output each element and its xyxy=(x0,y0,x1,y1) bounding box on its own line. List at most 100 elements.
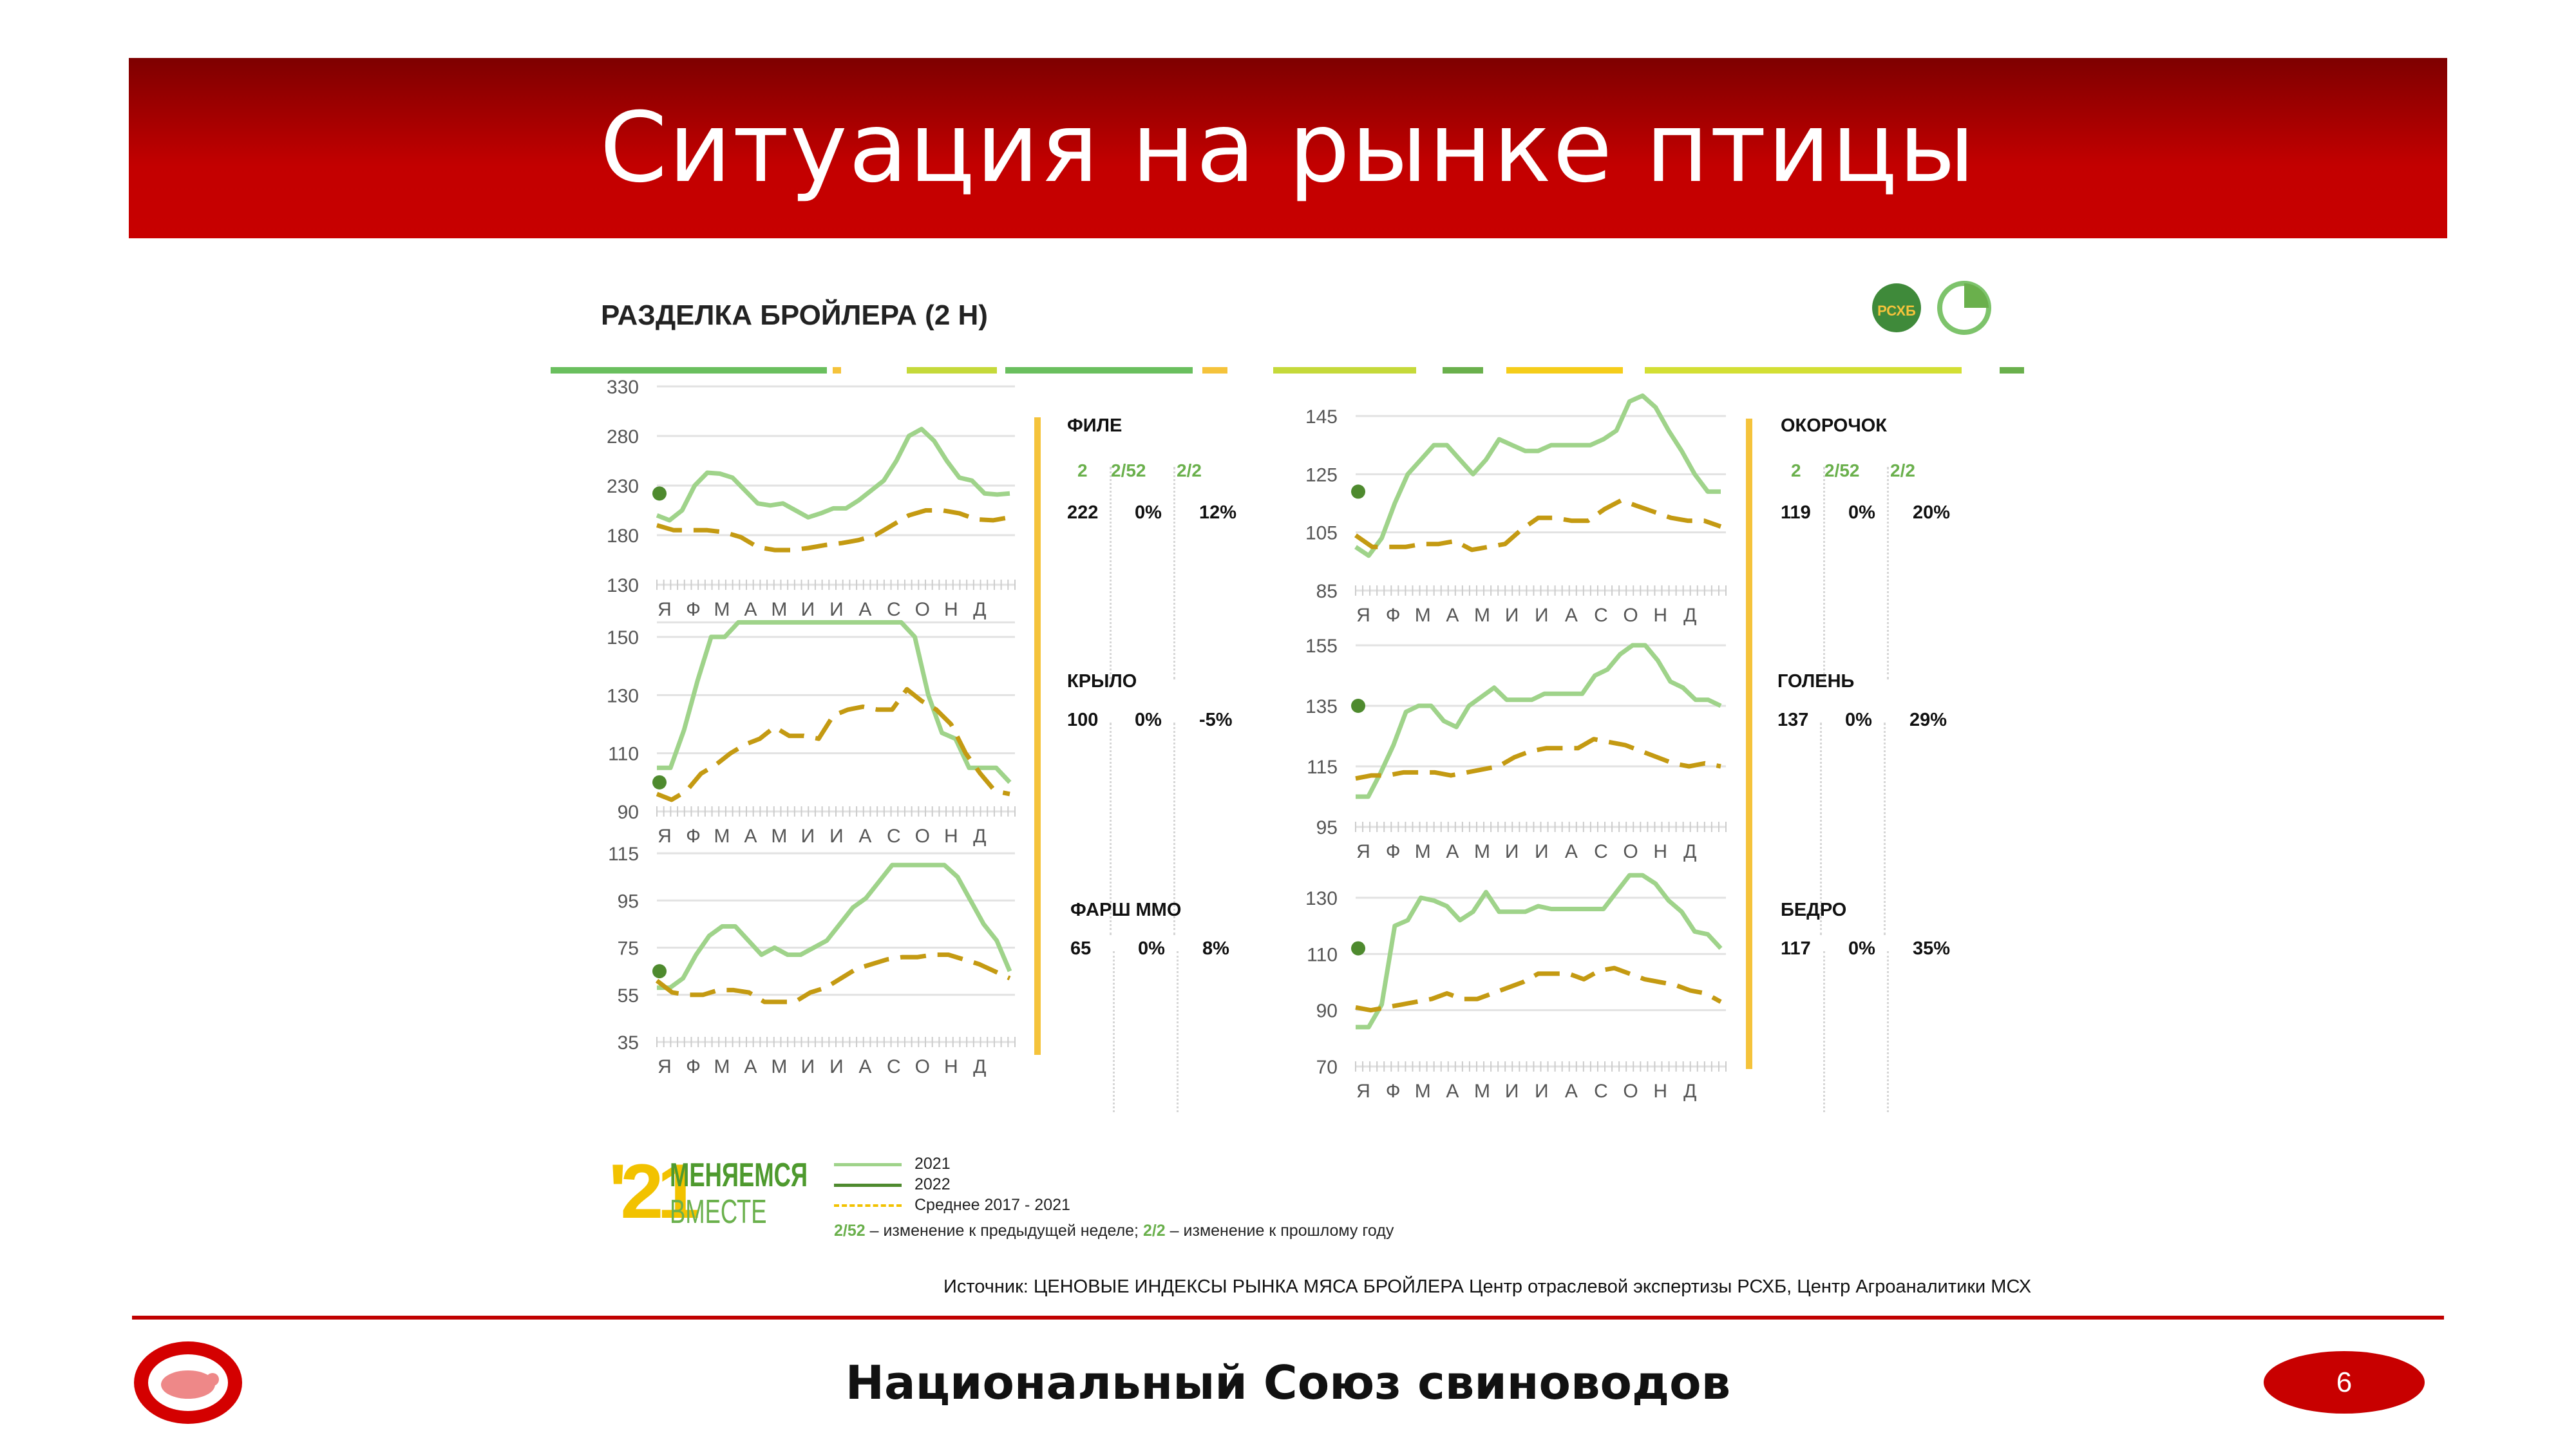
column-separator xyxy=(1110,723,1112,935)
month-label: Д xyxy=(1683,605,1696,626)
column-separator xyxy=(1820,723,1822,935)
month-label: Я xyxy=(1356,841,1370,862)
y-tick-label: 130 xyxy=(1305,888,1338,909)
month-label: А xyxy=(1446,605,1459,626)
yearly-change: 8% xyxy=(1202,938,1229,959)
decor-bar xyxy=(1273,367,1416,374)
month-label: А xyxy=(744,1056,757,1077)
y-tick-label: 75 xyxy=(618,938,639,960)
month-label: С xyxy=(1594,605,1608,626)
legend-line-2021 xyxy=(834,1163,902,1166)
month-label: И xyxy=(1505,1081,1519,1102)
weekly-change: 0% xyxy=(1135,710,1162,730)
line-2021 xyxy=(656,426,1010,523)
weekly-change: 0% xyxy=(1848,938,1875,959)
decor-bar xyxy=(907,367,997,374)
y-tick-label: 110 xyxy=(1307,944,1338,965)
month-label: Ф xyxy=(686,826,701,847)
month-label: И xyxy=(829,826,844,847)
month-label: Д xyxy=(1683,1081,1696,1102)
line-2021 xyxy=(657,620,1012,784)
month-label: Н xyxy=(944,1056,958,1077)
decor-bar xyxy=(1506,367,1623,374)
note-b: 2/2 xyxy=(1142,1222,1166,1240)
product-title: КРЫЛО xyxy=(1067,671,1137,692)
month-label: Н xyxy=(1653,841,1667,862)
column-header: 2/2 xyxy=(1890,460,1915,480)
current-price: 117 xyxy=(1781,938,1811,959)
point-2022 xyxy=(652,486,667,501)
month-label: С xyxy=(887,599,901,620)
month-label: А xyxy=(858,826,871,847)
month-label: Ф xyxy=(1386,841,1401,862)
y-tick-label: 230 xyxy=(607,476,639,497)
y-tick-label: 155 xyxy=(1305,636,1338,657)
yearly-change: 35% xyxy=(1913,938,1951,959)
month-label: Н xyxy=(944,599,958,620)
y-tick-label: 115 xyxy=(608,844,639,865)
y-tick-label: 125 xyxy=(1305,464,1338,486)
month-label: И xyxy=(801,1056,815,1077)
y-tick-label: 280 xyxy=(607,426,639,448)
month-label: М xyxy=(1415,841,1431,862)
month-label: М xyxy=(1474,1081,1490,1102)
product-title: БЕДРО xyxy=(1781,900,1847,920)
month-label: Ф xyxy=(1386,605,1401,626)
decor-bar xyxy=(2000,367,2024,374)
month-label: М xyxy=(1474,605,1490,626)
column-separator xyxy=(1887,467,1889,679)
month-label: Д xyxy=(973,599,986,620)
nss-logo-icon xyxy=(132,1340,245,1430)
divider-left xyxy=(1034,417,1041,1055)
month-label: Н xyxy=(944,826,958,847)
product-title: ФАРШ ММО xyxy=(1070,900,1182,920)
month-label: М xyxy=(1415,1081,1431,1102)
month-label: А xyxy=(744,826,757,847)
month-label: Н xyxy=(1653,1081,1667,1102)
y-tick-label: 180 xyxy=(607,526,639,547)
product-title: ФИЛЕ xyxy=(1067,415,1122,436)
brand-line1: МЕНЯЕМСЯ xyxy=(670,1157,808,1194)
month-label: И xyxy=(801,826,815,847)
month-label: И xyxy=(829,599,844,620)
month-label: Я xyxy=(1356,1081,1370,1102)
line-average xyxy=(1355,965,1722,1013)
weekly-change: 0% xyxy=(1138,938,1165,959)
divider-right xyxy=(1746,419,1752,1069)
line-average xyxy=(1355,737,1721,781)
month-label: И xyxy=(829,1056,844,1077)
month-label: М xyxy=(1415,605,1431,626)
point-2022 xyxy=(652,964,667,979)
month-label: И xyxy=(1535,841,1549,862)
point-2022 xyxy=(1351,941,1365,956)
column-separator xyxy=(1884,723,1886,935)
point-2022 xyxy=(1351,484,1365,499)
y-tick-label: 145 xyxy=(1305,406,1338,428)
month-label: С xyxy=(887,826,901,847)
y-tick-label: 85 xyxy=(1316,581,1338,602)
month-label: М xyxy=(714,1056,730,1077)
month-label: М xyxy=(771,1056,787,1077)
column-separator xyxy=(1823,951,1825,1112)
column-header: 2 xyxy=(1791,460,1801,480)
month-label: А xyxy=(858,1056,871,1077)
month-label: С xyxy=(1594,841,1608,862)
y-tick-label: 110 xyxy=(608,744,639,765)
y-tick-label: 90 xyxy=(1316,1001,1338,1022)
y-tick-label: 135 xyxy=(1305,696,1338,717)
month-label: Я xyxy=(658,1056,672,1077)
line-average xyxy=(1354,498,1722,553)
decor-bar xyxy=(833,367,841,374)
line-average xyxy=(656,687,1010,802)
decor-bar xyxy=(1005,367,1193,374)
month-label: И xyxy=(1535,1081,1549,1102)
point-2022 xyxy=(652,775,667,790)
y-tick-label: 95 xyxy=(1316,817,1338,838)
month-label: А xyxy=(1446,1081,1459,1102)
month-label: И xyxy=(801,599,815,620)
y-tick-label: 115 xyxy=(1307,757,1338,778)
footer-divider xyxy=(132,1316,2444,1320)
y-tick-label: 105 xyxy=(1305,523,1338,544)
month-label: С xyxy=(887,1056,901,1077)
month-label: М xyxy=(714,599,730,620)
